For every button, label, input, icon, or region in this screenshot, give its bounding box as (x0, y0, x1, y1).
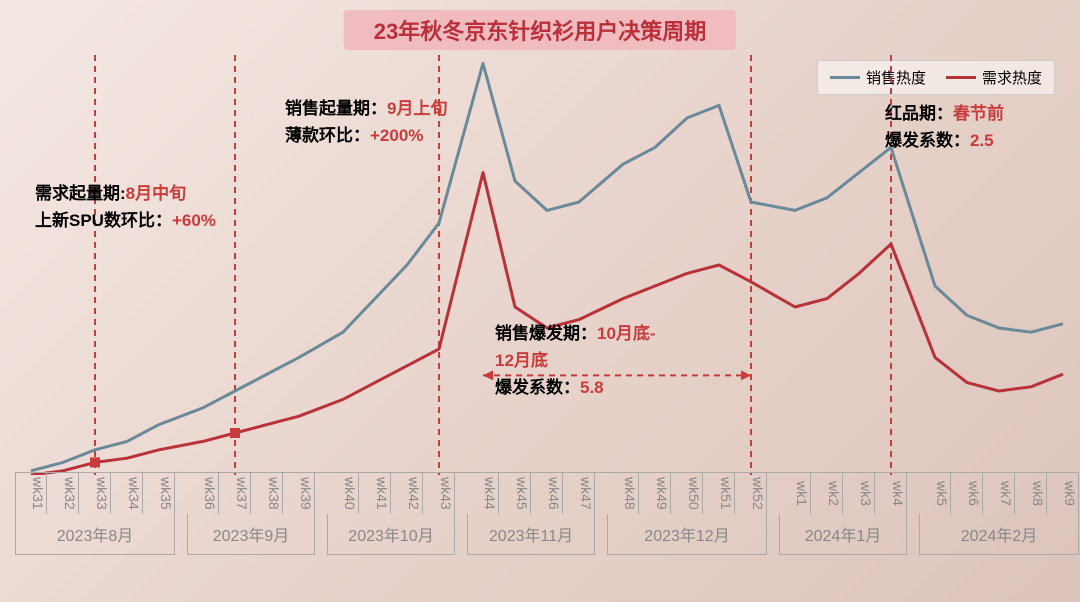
annotation-a1: 需求起量期:8月中旬上新SPU数环比：+60% (35, 180, 216, 234)
week-label: wk45 (499, 473, 531, 514)
week-label: wk5 (919, 473, 951, 514)
week-label: wk1 (779, 473, 811, 514)
week-label: wk47 (563, 473, 595, 514)
month-label: 2023年9月 (187, 514, 315, 555)
week-label: wk43 (423, 473, 455, 514)
week-label: wk52 (735, 473, 767, 514)
week-label: wk2 (811, 473, 843, 514)
week-label: wk36 (187, 473, 219, 514)
week-label: wk9 (1047, 473, 1079, 514)
week-label: wk7 (983, 473, 1015, 514)
week-label: wk35 (143, 473, 175, 514)
month-row: 2023年8月 2023年9月 2023年10月 2023年11月 2023年12月 20… (15, 514, 1079, 555)
week-label: wk50 (671, 473, 703, 514)
week-label: wk34 (111, 473, 143, 514)
week-label: wk8 (1015, 473, 1047, 514)
week-label: wk32 (47, 473, 79, 514)
month-label: 2024年1月 (779, 514, 907, 555)
week-label: wk48 (607, 473, 639, 514)
month-label: 2023年12月 (607, 514, 767, 555)
week-label: wk46 (531, 473, 563, 514)
week-label: wk33 (79, 473, 111, 514)
month-label: 2024年2月 (919, 514, 1079, 555)
week-label: wk31 (15, 473, 47, 514)
month-label: 2023年10月 (327, 514, 455, 555)
week-label: wk44 (467, 473, 499, 514)
week-label: wk49 (639, 473, 671, 514)
week-label: wk41 (359, 473, 391, 514)
week-label: wk40 (327, 473, 359, 514)
week-label: wk38 (251, 473, 283, 514)
week-label: wk39 (283, 473, 315, 514)
annotation-a3: 销售爆发期：10月底-12月底爆发系数：5.8 (495, 320, 656, 402)
week-label: wk3 (843, 473, 875, 514)
chart-title: 23年秋冬京东针织衫用户决策周期 (344, 10, 736, 50)
week-label: wk4 (875, 473, 907, 514)
month-label: 2023年8月 (15, 514, 175, 555)
x-axis: wk31wk32wk33wk34wk35 wk36wk37wk38wk39 wk40… (15, 472, 1079, 587)
week-label: wk42 (391, 473, 423, 514)
chart-container: 23年秋冬京东针织衫用户决策周期 销售热度 需求热度 wk31wk32wk33w… (15, 10, 1065, 587)
week-label: wk51 (703, 473, 735, 514)
month-label: 2023年11月 (467, 514, 595, 555)
annotation-a4: 红品期：春节前爆发系数：2.5 (885, 100, 1004, 154)
week-label: wk37 (219, 473, 251, 514)
week-label: wk6 (951, 473, 983, 514)
annotation-a2: 销售起量期：9月上旬薄款环比：+200% (285, 95, 447, 149)
week-row: wk31wk32wk33wk34wk35 wk36wk37wk38wk39 wk40… (15, 472, 1079, 514)
